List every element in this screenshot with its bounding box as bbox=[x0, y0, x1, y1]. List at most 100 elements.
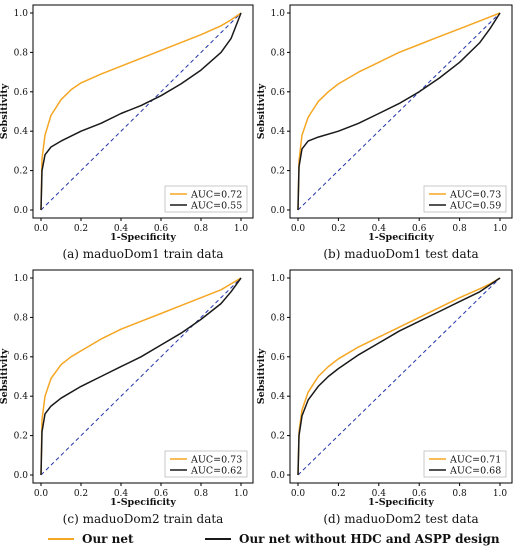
chart-panel-1: 0.0 0.2 0.4 0.6 0.8 1.0 0.0 0.2 0.4 0.6 0.8 1.0 1-Sp… bbox=[0, 4, 254, 261]
x-tick-label: 0.2 bbox=[74, 224, 88, 234]
chart-panel-4: 0.0 0.2 0.4 0.6 0.8 1.0 0.0 0.2 0.4 0.6 0.8 1.0 1-Sp… bbox=[256, 269, 513, 526]
x-tick-label: 0.0 bbox=[34, 489, 49, 499]
legend-entry-1: AUC=0.71 bbox=[449, 455, 501, 466]
y-tick-label: 0.6 bbox=[14, 353, 29, 363]
chart-panel-3: 0.0 0.2 0.4 0.6 0.8 1.0 0.0 0.2 0.4 0.6 0.8 1.0 1-Sp… bbox=[0, 269, 254, 526]
x-axis-label: 1-Specificity bbox=[368, 232, 434, 243]
series-line-2 bbox=[40, 12, 242, 211]
chance-diagonal-line bbox=[40, 12, 242, 211]
y-axis-label: Sebsitivity bbox=[256, 348, 267, 404]
x-tick-label: 0.4 bbox=[114, 224, 129, 234]
x-tick-label: 0.6 bbox=[412, 224, 427, 234]
chart-caption: (c) maduoDom2 train data bbox=[63, 512, 224, 526]
x-axis-label: 1-Specificity bbox=[368, 497, 434, 508]
x-axis-label: 1-Specificity bbox=[110, 232, 176, 243]
x-tick-label: 0.4 bbox=[372, 489, 387, 499]
y-tick-label: 0.4 bbox=[14, 127, 29, 137]
plot-frame bbox=[32, 4, 254, 219]
y-tick-label: 0.8 bbox=[271, 313, 286, 323]
chart-panel-2: 0.0 0.2 0.4 0.6 0.8 1.0 0.0 0.2 0.4 0.6 0.8 1.0 1-Sp… bbox=[256, 4, 513, 261]
y-tick-label: 0.4 bbox=[271, 392, 286, 402]
legend-item-baseline: Our net without HDC and ASPP design bbox=[205, 531, 500, 547]
legend-box bbox=[164, 185, 248, 213]
x-tick-label: 0.8 bbox=[452, 489, 467, 499]
y-axis-label: Sebsitivity bbox=[0, 83, 10, 139]
y-tick-label: 1.0 bbox=[271, 9, 286, 19]
x-tick-label: 0.8 bbox=[452, 224, 467, 234]
y-tick-label: 0.6 bbox=[14, 88, 29, 98]
series-line-1 bbox=[40, 12, 242, 211]
legend-entry-2: AUC=0.62 bbox=[190, 466, 242, 477]
series-line-1 bbox=[297, 277, 501, 476]
x-tick-label: 1.0 bbox=[493, 224, 508, 234]
x-tick-label: 0.2 bbox=[331, 224, 345, 234]
x-tick-label: 0.8 bbox=[194, 224, 209, 234]
y-tick-label: 0.8 bbox=[271, 48, 286, 58]
roc-figure: 0.0 0.2 0.4 0.6 0.8 1.0 0.0 0.2 0.4 0.6 0.8 1.0 1-Sp… bbox=[0, 4, 513, 526]
x-tick-label: 0.0 bbox=[291, 489, 306, 499]
chart-caption: (a) maduoDom1 train data bbox=[62, 247, 223, 261]
chart-caption: (d) maduoDom2 test data bbox=[323, 512, 478, 526]
series-line-2 bbox=[297, 277, 501, 476]
x-tick-label: 0.6 bbox=[154, 224, 169, 234]
legend-box bbox=[164, 450, 248, 478]
legend-line-our-net bbox=[48, 538, 74, 540]
legend-entry-1: AUC=0.73 bbox=[190, 455, 242, 466]
x-tick-label: 1.0 bbox=[234, 224, 249, 234]
x-tick-label: 0.4 bbox=[114, 489, 129, 499]
y-tick-label: 0.8 bbox=[14, 48, 29, 58]
x-axis-label: 1-Specificity bbox=[110, 497, 176, 508]
series-line-2 bbox=[297, 12, 501, 211]
series-line-1 bbox=[40, 277, 242, 476]
x-tick-label: 0.4 bbox=[372, 224, 387, 234]
legend-box bbox=[423, 450, 507, 478]
legend-line-baseline bbox=[205, 538, 231, 540]
legend-label-our-net: Our net bbox=[82, 532, 134, 546]
y-tick-label: 0.0 bbox=[271, 206, 286, 216]
y-tick-label: 0.2 bbox=[14, 167, 28, 177]
legend-entry-1: AUC=0.72 bbox=[190, 190, 242, 201]
x-tick-label: 0.0 bbox=[291, 224, 306, 234]
series-line-1 bbox=[297, 12, 501, 211]
chance-diagonal-line bbox=[40, 277, 242, 476]
legend-entry-2: AUC=0.59 bbox=[449, 201, 501, 212]
y-tick-label: 0.0 bbox=[14, 206, 29, 216]
y-axis-label: Sebsitivity bbox=[256, 83, 267, 139]
plot-frame bbox=[289, 269, 513, 484]
chance-diagonal-line bbox=[297, 12, 501, 211]
y-tick-label: 0.2 bbox=[14, 432, 28, 442]
y-tick-label: 0.8 bbox=[14, 313, 29, 323]
legend-entry-1: AUC=0.73 bbox=[449, 190, 501, 201]
y-tick-label: 0.6 bbox=[271, 88, 286, 98]
y-tick-label: 1.0 bbox=[14, 274, 29, 284]
y-tick-label: 0.4 bbox=[14, 392, 29, 402]
series-line-2 bbox=[40, 277, 242, 476]
x-tick-label: 0.2 bbox=[74, 489, 88, 499]
legend-entry-2: AUC=0.55 bbox=[190, 201, 242, 212]
x-tick-label: 0.8 bbox=[194, 489, 209, 499]
y-tick-label: 0.2 bbox=[271, 167, 285, 177]
legend-entry-2: AUC=0.68 bbox=[449, 466, 501, 477]
y-tick-label: 1.0 bbox=[14, 9, 29, 19]
plot-frame bbox=[32, 269, 254, 484]
y-tick-label: 1.0 bbox=[271, 274, 286, 284]
x-tick-label: 0.2 bbox=[331, 489, 345, 499]
x-tick-label: 0.6 bbox=[154, 489, 169, 499]
legend-box bbox=[423, 185, 507, 213]
legend-label-baseline: Our net without HDC and ASPP design bbox=[239, 532, 500, 546]
y-tick-label: 0.0 bbox=[14, 471, 29, 481]
y-tick-label: 0.4 bbox=[271, 127, 286, 137]
y-tick-label: 0.6 bbox=[271, 353, 286, 363]
y-tick-label: 0.2 bbox=[271, 432, 285, 442]
y-tick-label: 0.0 bbox=[271, 471, 286, 481]
plot-frame bbox=[289, 4, 513, 219]
y-axis-label: Sebsitivity bbox=[0, 348, 10, 404]
chance-diagonal-line bbox=[297, 277, 501, 476]
x-tick-label: 0.6 bbox=[412, 489, 427, 499]
chart-caption: (b) maduoDom1 test data bbox=[323, 247, 478, 261]
